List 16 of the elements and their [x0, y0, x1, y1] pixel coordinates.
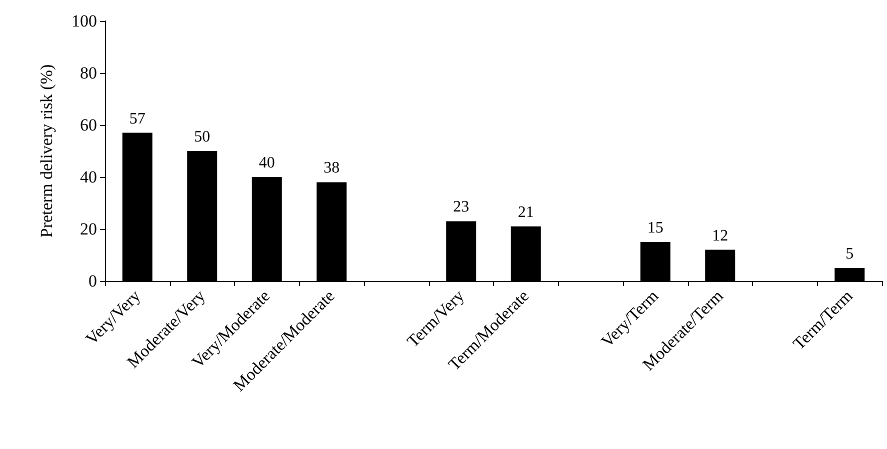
y-tick-label: 60 [80, 116, 97, 134]
data-label: 50 [194, 128, 210, 146]
data-label: 40 [258, 154, 275, 172]
y-tick-label: 40 [80, 168, 97, 186]
y-tick-label: 80 [80, 64, 97, 82]
data-label: 15 [647, 220, 664, 236]
y-tick-label: 0 [88, 272, 97, 290]
data-label: 38 [324, 160, 340, 177]
y-tick-label: 20 [80, 220, 97, 238]
y-tick-label: 100 [72, 12, 97, 30]
data-label: 21 [518, 204, 534, 221]
data-label: 5 [846, 246, 854, 262]
y-axis-title: Preterm delivery risk (%) [37, 64, 56, 238]
data-label: 23 [453, 198, 470, 216]
data-label: 57 [129, 110, 146, 128]
data-label: 12 [712, 227, 728, 244]
